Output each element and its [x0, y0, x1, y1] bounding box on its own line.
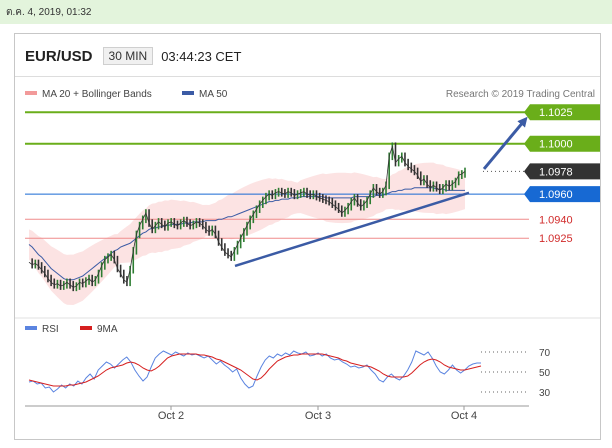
- level-value-1.0960: 1.0960: [539, 189, 573, 201]
- top-bar: ต.ค. 4, 2019, 01:32: [0, 0, 612, 24]
- rsi-tick-label: 30: [539, 388, 551, 399]
- level-value-1.1000: 1.1000: [539, 139, 573, 151]
- level-tag-1.0978: [524, 163, 600, 180]
- chart-header: EUR/USD 30 MIN 03:44:23 CET: [25, 46, 241, 66]
- currency-pair: EUR/USD: [25, 47, 93, 65]
- chart-lines: [28, 116, 528, 292]
- level-value-1.0978: 1.0978: [539, 166, 573, 178]
- header-divider: [15, 76, 600, 77]
- rsi-line: [28, 350, 481, 393]
- x-tick-label: Oct 3: [305, 410, 331, 422]
- level-value-1.0940: 1.0940: [539, 214, 573, 226]
- x-axis: Oct 2 Oct 3 Oct 4: [25, 405, 529, 422]
- legend-label-ma50: MA 50: [199, 89, 228, 100]
- level-value-1.0925: 1.0925: [539, 233, 573, 245]
- ma50-line: [28, 187, 465, 281]
- chart-legend: MA 20 + Bollinger Bands MA 50 Research © 2…: [15, 89, 600, 319]
- x-tick-label: Oct 4: [451, 410, 477, 422]
- level-labels: 1.1025 1.1000 1.0978 1.0960 1.0940 1.0925: [524, 104, 600, 245]
- trend-line: [234, 191, 470, 268]
- timestamp: ต.ค. 4, 2019, 01:32: [6, 7, 92, 18]
- level-tag-1.1025: [524, 104, 600, 121]
- projection-arrow: [482, 116, 528, 170]
- legend-swatch-ma50: [182, 91, 194, 95]
- legend-label-rsi: RSI: [42, 324, 59, 335]
- chart-card: EUR/USD 30 MIN 03:44:23 CET 1.1025 1.1000…: [14, 33, 601, 440]
- header-time: 03:44:23 CET: [161, 48, 242, 64]
- legend-swatch-9ma: [80, 326, 92, 330]
- level-tag-1.1000: [524, 135, 600, 152]
- rsi-ma9-line: [28, 353, 482, 387]
- horizontal-levels: [25, 111, 530, 239]
- legend-swatch-ma20: [25, 91, 37, 95]
- legend-swatch-rsi: [25, 326, 37, 330]
- research-credit: Research © 2019 Trading Central: [446, 89, 595, 100]
- rsi-tick-label: 70: [539, 348, 551, 359]
- level-value-1.1025: 1.1025: [539, 107, 573, 119]
- rsi-panel: RSI 9MA 70 50 30: [25, 324, 551, 399]
- rsi-tick-label: 50: [539, 368, 551, 379]
- legend-label-ma20: MA 20 + Bollinger Bands: [42, 89, 152, 100]
- legend-label-9ma: 9MA: [97, 324, 118, 335]
- price-chart: 1.1025 1.1000 1.0978 1.0960 1.0940 1.0925 MA …: [15, 89, 600, 422]
- level-tag-1.0960: [524, 186, 600, 203]
- timeframe-badge[interactable]: 30 MIN: [102, 47, 154, 65]
- price-line: [28, 146, 466, 288]
- x-tick-label: Oct 2: [158, 410, 184, 422]
